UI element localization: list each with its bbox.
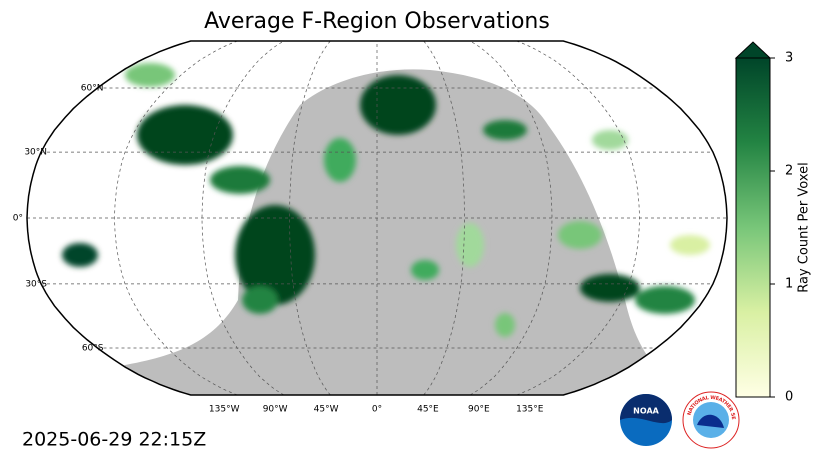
longitude-line [516, 41, 640, 395]
longitude-label: 90°E [468, 405, 490, 415]
longitude-label: 45°W [314, 405, 339, 415]
longitude-label: 45°E [417, 405, 439, 415]
graticule [27, 41, 727, 395]
latitude-label: 60°N [81, 83, 104, 93]
latitude-label: 30°S [25, 279, 47, 289]
map-outline [26, 40, 728, 396]
colorbar-extension [734, 41, 772, 59]
title: Average F-Region Observations [204, 9, 550, 34]
longitude-label: 135°E [516, 405, 544, 415]
colorbar-tick-label: 3 [785, 51, 793, 66]
longitude-line [469, 41, 553, 395]
colorbar [735, 57, 771, 398]
longitude-line [201, 41, 285, 395]
longitude-label: 135°W [209, 405, 240, 415]
timestamp: 2025-06-29 22:15Z [22, 429, 206, 451]
latitude-label: 30°N [24, 148, 47, 158]
longitude-label: 0° [372, 405, 382, 415]
colorbar-tick-label: 1 [785, 277, 793, 292]
latitude-label: 60°S [82, 344, 104, 354]
noaa-logo: NOAA [620, 394, 672, 446]
colorbar-label: Ray Count Per Voxel [797, 162, 812, 292]
noaa-text: NOAA [633, 407, 659, 416]
colorbar-tick-label: 0 [785, 390, 793, 405]
longitude-line [114, 41, 238, 395]
colorbar-tick-label: 2 [785, 164, 793, 179]
latitude-label: 0° [13, 214, 23, 224]
observation-field [62, 63, 710, 337]
longitude-label: 90°W [263, 405, 288, 415]
